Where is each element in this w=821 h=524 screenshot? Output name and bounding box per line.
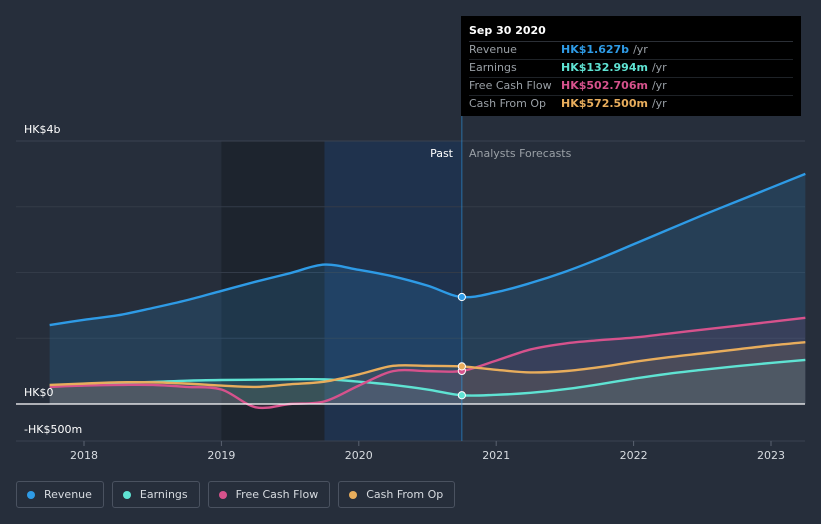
legend-item-free-cash-flow[interactable]: Free Cash Flow (207, 481, 331, 508)
tooltip-date: Sep 30 2020 (469, 23, 793, 42)
legend-label: Earnings (139, 488, 188, 501)
tooltip-unit: /yr (633, 43, 648, 56)
x-axis-ticks: 2018 2019 2020 2021 2022 2023 (70, 441, 785, 462)
tooltip-row-revenue: Revenue HK$1.627b /yr (469, 42, 793, 60)
legend-item-cash-from-op[interactable]: Cash From Op (338, 481, 456, 508)
current-markers (457, 292, 466, 400)
legend-item-earnings[interactable]: Earnings (111, 481, 200, 508)
tooltip-value: HK$132.994m (561, 61, 648, 74)
current-point-revenue (457, 292, 466, 302)
tooltip-unit: /yr (651, 79, 667, 92)
tooltip-unit: /yr (651, 97, 667, 110)
legend-label: Free Cash Flow (235, 488, 319, 501)
legend-dot-icon (27, 490, 35, 499)
x-tick-label: 2020 (345, 449, 373, 462)
legend-item-revenue[interactable]: Revenue (16, 481, 104, 508)
series-area-cash-from-op (49, 342, 806, 404)
current-point-cash-from-op (457, 362, 466, 371)
x-tick-label: 2019 (207, 449, 235, 462)
tooltip-value: HK$502.706m (561, 79, 648, 92)
series-area-earnings (49, 359, 806, 404)
legend-dot-icon (349, 490, 358, 499)
tooltip-value: HK$1.627b (561, 43, 630, 56)
y-axis-bottom-label: -HK$500m (24, 423, 82, 436)
tooltip-label: Cash From Op (469, 97, 547, 110)
tooltip-label: Earnings (469, 61, 517, 74)
x-tick-label: 2021 (482, 449, 510, 462)
legend-label: Revenue (44, 488, 92, 501)
forecast-label: Analysts Forecasts (469, 147, 572, 160)
series-areas (49, 173, 806, 408)
tooltip-unit: /yr (651, 61, 667, 74)
x-tick-label: 2023 (757, 449, 785, 462)
series-line-free-cash-flow (49, 316, 806, 410)
legend-dot-icon (218, 490, 227, 499)
legend: Revenue Earnings Free Cash Flow Cash Fro… (16, 481, 456, 508)
tooltip-row-earnings: Earnings HK$132.994m /yr (469, 60, 793, 78)
series-line-earnings (49, 358, 806, 397)
series-line-cash-from-op (49, 341, 806, 389)
tooltip-row-cash-from-op: Cash From Op HK$572.500m /yr (469, 96, 793, 113)
series-area-revenue (49, 173, 806, 404)
past-label: Past (430, 147, 454, 160)
y-axis-zero-label: HK$0 (24, 386, 53, 399)
x-tick-label: 2022 (620, 449, 648, 462)
pre-highlight-shade (221, 141, 325, 441)
x-tick-label: 2018 (70, 449, 98, 462)
tooltip: Sep 30 2020 Revenue HK$1.627b /yr Earnin… (461, 16, 801, 116)
legend-label: Cash From Op (366, 488, 444, 501)
tooltip-row-free-cash-flow: Free Cash Flow HK$502.706m /yr (469, 78, 793, 96)
current-point-earnings (457, 391, 466, 400)
tooltip-label: Free Cash Flow (469, 79, 552, 92)
legend-dot-icon (122, 490, 131, 499)
tooltip-value: HK$572.500m (561, 97, 648, 110)
series-area-free-cash-flow (49, 317, 806, 408)
series-lines (49, 172, 806, 410)
gridlines (16, 140, 805, 442)
series-line-revenue (49, 172, 806, 327)
y-axis-top-label: HK$4b (24, 123, 60, 136)
tooltip-label: Revenue (469, 43, 517, 56)
